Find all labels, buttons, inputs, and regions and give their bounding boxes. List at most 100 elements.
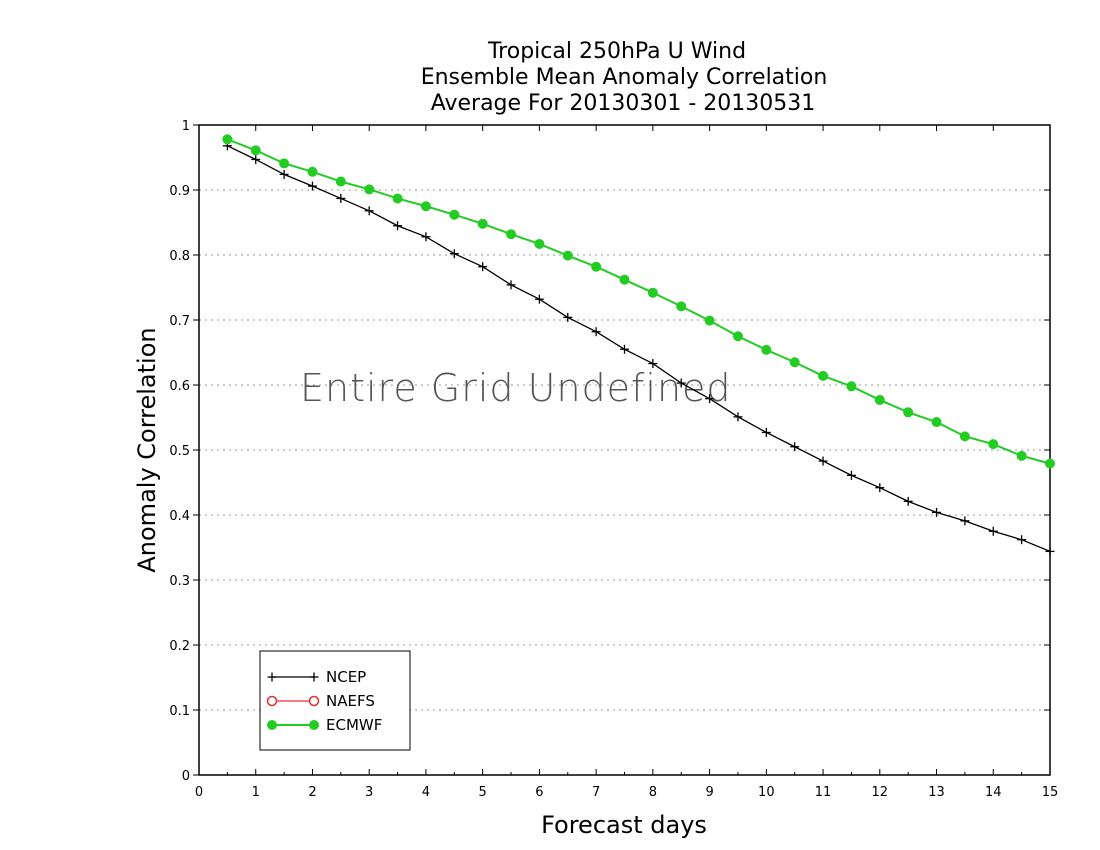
- series-ecmwf-marker: [818, 370, 829, 381]
- chart-title-line-1: Tropical 250hPa U Wind: [487, 39, 746, 64]
- legend-ecmwf-marker: [309, 720, 319, 730]
- y-tick-label: 0.6: [169, 379, 190, 394]
- series-ecmwf: [222, 134, 1055, 469]
- annotation-text: Entire Grid Undefined: [300, 366, 732, 410]
- series-ecmwf-marker: [420, 201, 431, 212]
- series-ncep-marker: [1017, 535, 1027, 545]
- series-ecmwf-marker: [222, 134, 233, 145]
- x-tick-label: 9: [705, 785, 713, 800]
- series-ncep-line: [227, 145, 1051, 553]
- x-tick-label: 13: [928, 785, 945, 800]
- y-axis-label: Anomaly Correlation: [133, 327, 161, 572]
- y-tick-label: 0: [182, 769, 190, 784]
- series-ecmwf-marker: [959, 431, 970, 442]
- x-tick-label: 10: [758, 785, 775, 800]
- series-ncep-marker: [449, 249, 459, 259]
- series-ncep-marker: [1045, 546, 1055, 556]
- series-ncep-marker: [279, 169, 289, 179]
- legend-item-naefs: NAEFS: [266, 692, 375, 710]
- series-ecmwf-marker: [506, 229, 517, 240]
- legend-ncep-marker: [309, 672, 319, 682]
- series-ncep-marker: [591, 327, 601, 337]
- y-tick-label: 0.5: [169, 444, 190, 459]
- x-tick-label: 14: [985, 785, 1002, 800]
- x-tick-label: 1: [252, 785, 260, 800]
- series-ecmwf-marker: [619, 274, 630, 285]
- series-ecmwf-marker: [279, 158, 290, 169]
- series-layer: [222, 134, 1055, 556]
- y-tick-label: 0.2: [169, 639, 190, 654]
- legend-ncep-marker: [267, 672, 277, 682]
- x-tick-label: 6: [535, 785, 543, 800]
- y-tick-labels: 0 0.1 0.2 0.3 0.4 0.5 0.6 0.7 0.8 0.9 1: [169, 119, 190, 784]
- series-ncep-marker: [620, 344, 629, 354]
- series-ncep-marker: [676, 378, 686, 388]
- series-ecmwf-marker: [874, 394, 885, 405]
- chart-title-line-3: Average For 20130301 - 20130531: [431, 91, 816, 116]
- chart-title-line-2: Ensemble Mean Anomaly Correlation: [421, 65, 828, 90]
- y-tick-label: 0.1: [169, 704, 190, 719]
- x-tick-label: 5: [479, 785, 487, 800]
- legend-naefs-marker: [266, 695, 278, 707]
- legend-label-ecmwf: ECMWF: [326, 716, 382, 734]
- series-ecmwf-marker: [250, 145, 261, 156]
- x-tick-label: 4: [422, 785, 430, 800]
- series-ecmwf-marker: [477, 218, 488, 229]
- series-ncep-marker: [534, 294, 544, 304]
- series-ncep-marker: [705, 394, 715, 404]
- series-ncep-marker: [790, 442, 800, 452]
- legend-label-ncep: NCEP: [326, 668, 366, 686]
- legend: NCEP NAEFS ECMWF: [259, 650, 411, 751]
- legend-naefs-marker: [308, 695, 320, 707]
- x-tick-label: 2: [308, 785, 316, 800]
- series-ecmwf-marker: [704, 315, 715, 326]
- y-tick-label: 0.8: [169, 249, 190, 264]
- series-ncep-marker: [393, 221, 403, 231]
- grid-lines: [199, 189, 1050, 711]
- series-ecmwf-marker: [1016, 450, 1027, 461]
- series-ecmwf-marker: [676, 301, 687, 312]
- series-ecmwf-marker: [364, 184, 375, 195]
- legend-item-ecmwf: ECMWF: [267, 716, 382, 734]
- series-ncep-marker: [875, 483, 885, 493]
- series-ecmwf-marker: [761, 344, 772, 355]
- series-ncep-marker: [960, 516, 970, 526]
- series-ecmwf-marker: [647, 287, 658, 298]
- series-ncep-marker: [421, 232, 431, 242]
- series-ecmwf-marker: [449, 209, 460, 220]
- series-ecmwf-marker: [1045, 458, 1055, 469]
- series-ecmwf-marker: [846, 381, 857, 392]
- series-ecmwf-marker: [392, 193, 403, 204]
- y-tick-label: 0.3: [169, 574, 190, 589]
- series-ncep-marker: [761, 427, 771, 437]
- series-ecmwf-marker: [307, 166, 318, 177]
- series-ecmwf-marker: [591, 261, 602, 272]
- series-ecmwf-marker: [789, 357, 800, 368]
- series-ncep-marker: [251, 154, 261, 164]
- series-ncep-marker: [903, 496, 913, 506]
- y-tick-label: 1: [182, 119, 190, 134]
- y-tick-label: 0.7: [169, 314, 190, 329]
- series-ncep-marker: [364, 206, 374, 216]
- y-tick-label: 0.4: [169, 509, 190, 524]
- series-ecmwf-marker: [562, 250, 573, 261]
- x-tick-label: 7: [592, 785, 600, 800]
- series-ecmwf-marker: [903, 407, 914, 418]
- series-ncep-marker: [818, 456, 828, 466]
- series-ncep-marker: [932, 507, 942, 517]
- series-ncep-marker: [846, 470, 856, 480]
- legend-item-ncep: NCEP: [267, 668, 366, 686]
- x-tick-label: 11: [815, 785, 832, 800]
- x-tick-label: 12: [872, 785, 889, 800]
- legend-ecmwf-marker: [267, 720, 277, 730]
- series-ecmwf-marker: [732, 331, 743, 342]
- legend-label-naefs: NAEFS: [326, 692, 375, 710]
- series-ncep-marker: [307, 181, 317, 191]
- series-ncep-marker: [336, 193, 346, 203]
- x-tick-label: 15: [1042, 785, 1059, 800]
- series-ncep-marker: [506, 280, 516, 290]
- x-tick-labels: 0 1 2 3 4 5 6 7 8 9 10 11 12 13 14 15: [195, 785, 1058, 800]
- series-ecmwf-line: [227, 138, 1051, 465]
- x-axis-label: Forecast days: [541, 811, 707, 839]
